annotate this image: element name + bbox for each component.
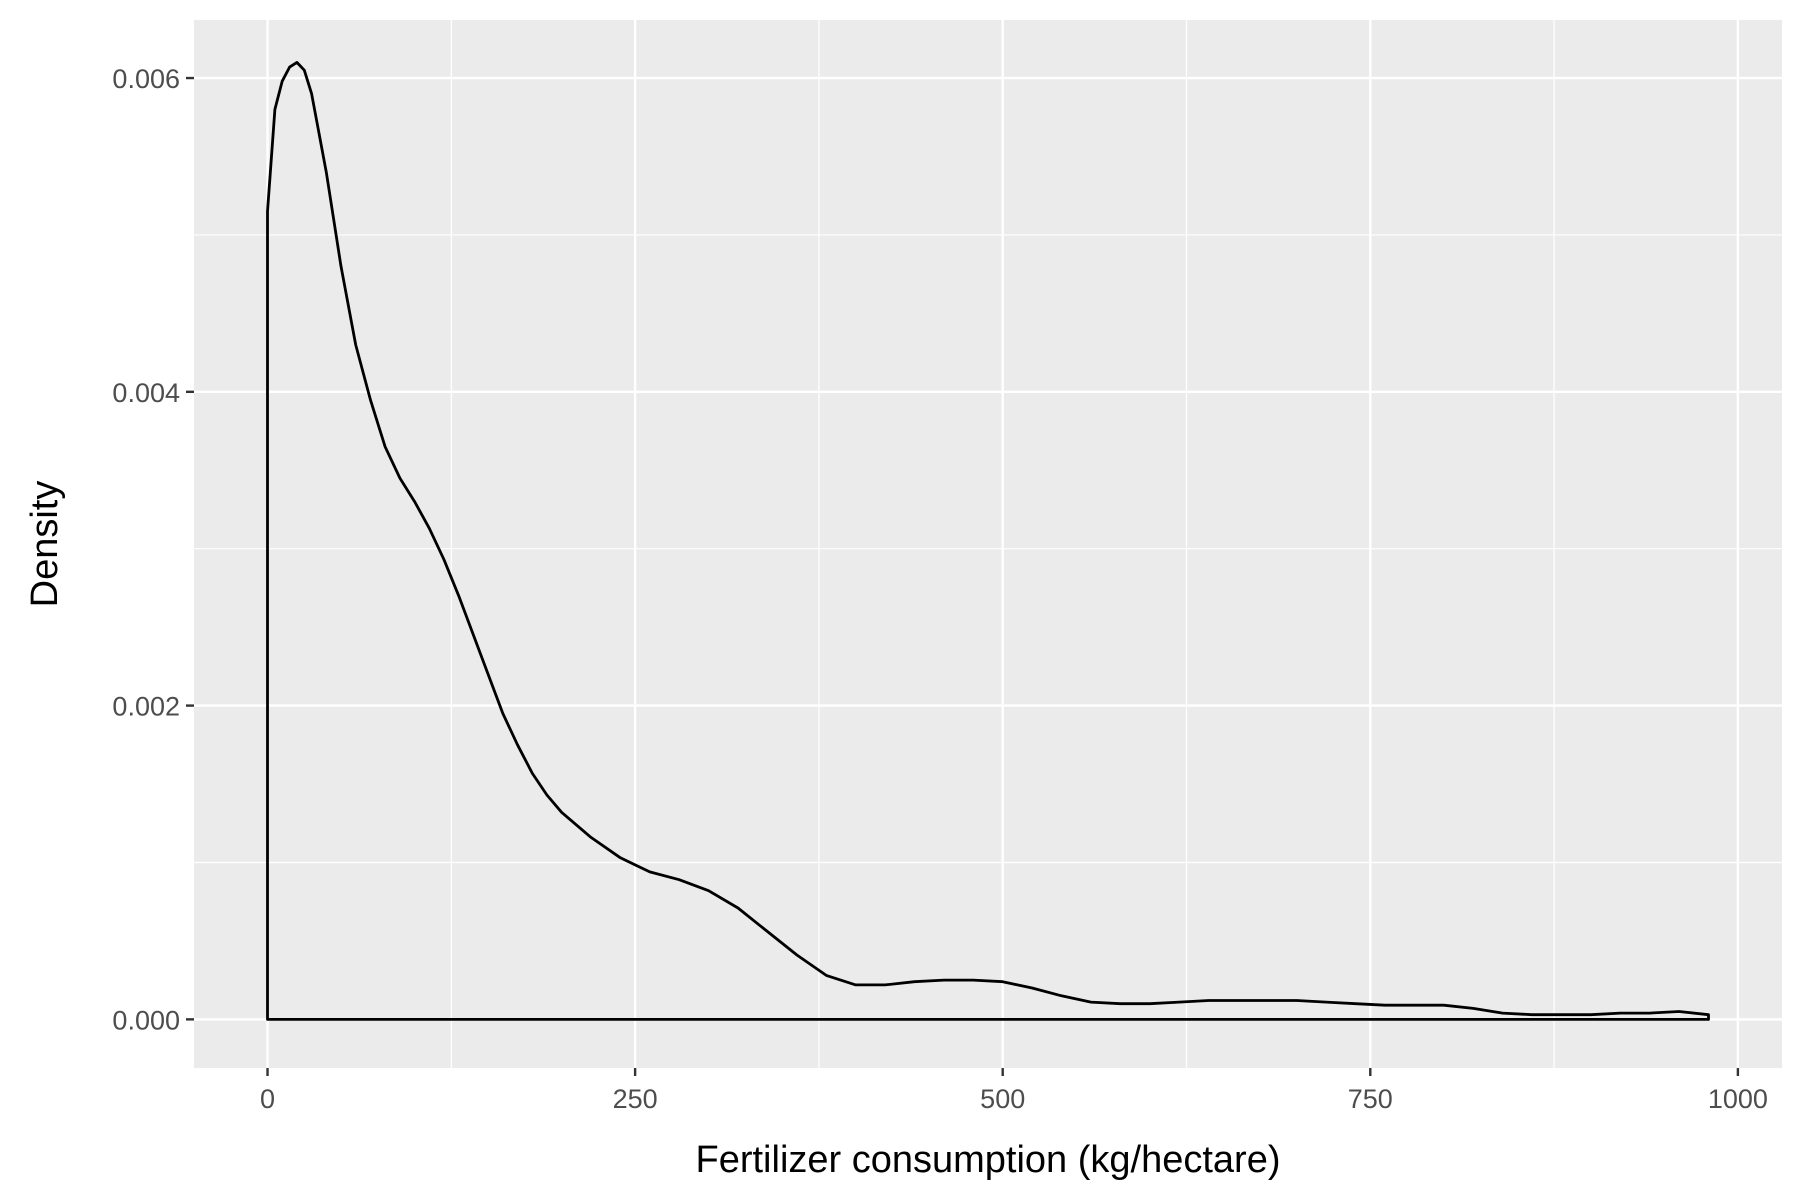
y-tick-label: 0.004 xyxy=(112,378,180,408)
x-tick-label: 500 xyxy=(980,1084,1025,1114)
density-curve xyxy=(266,61,1710,1021)
x-tick-label: 0 xyxy=(260,1084,275,1114)
x-tick-label: 250 xyxy=(613,1084,658,1114)
x-tick-label: 750 xyxy=(1348,1084,1393,1114)
y-tick-label: 0.006 xyxy=(112,64,180,94)
series-layer xyxy=(266,61,1710,1021)
tick-labels: 0 250 500 750 1000 0.000 0.002 0.004 0.006 xyxy=(112,64,1768,1114)
y-tick-label: 0.002 xyxy=(112,692,180,722)
axis-ticks xyxy=(186,76,1740,1076)
x-axis-title: Fertilizer consumption (kg/hectare) xyxy=(696,1139,1281,1181)
minor-gridlines xyxy=(194,20,1782,1068)
plot-panel xyxy=(194,20,1782,1068)
y-tick-label: 0.000 xyxy=(112,1005,180,1035)
x-tick-label: 1000 xyxy=(1708,1084,1768,1114)
y-axis-title: Density xyxy=(24,481,66,608)
